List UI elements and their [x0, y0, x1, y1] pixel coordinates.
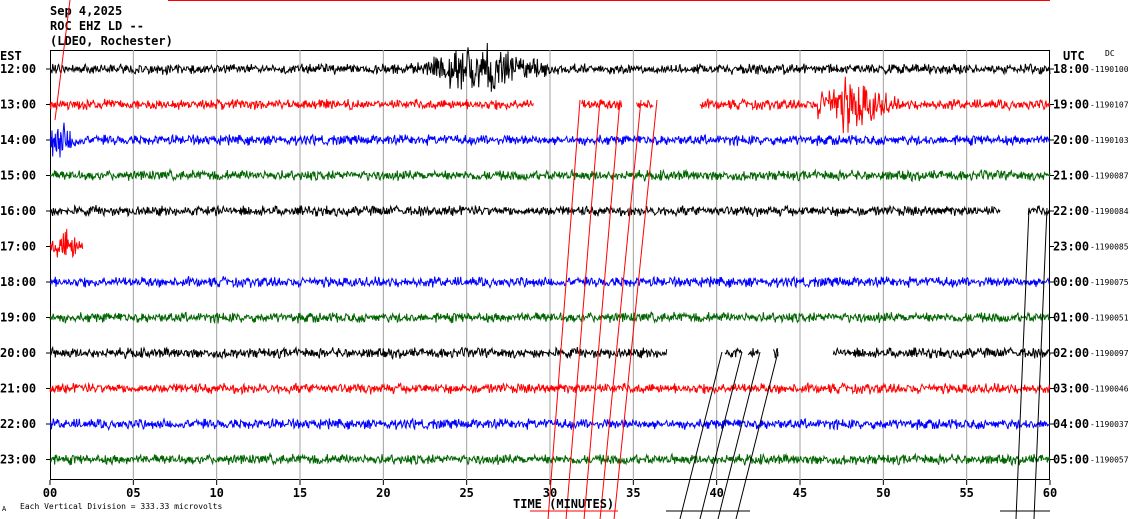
utc-hour-label: 21:00 — [1053, 169, 1089, 183]
seismic-trace-segment — [49, 311, 1051, 325]
est-hour-label: 13:00 — [0, 98, 36, 112]
utc-hour-label: 19:00 — [1053, 98, 1089, 112]
utc-hour-label: 05:00 — [1053, 453, 1089, 467]
utc-hour-label: 18:00 — [1053, 62, 1089, 76]
seismic-trace-segment — [49, 98, 534, 111]
gap-leader-line — [613, 99, 658, 519]
dc-offset-label: -1190046 — [1090, 385, 1129, 394]
x-tick-label-20: 20 — [376, 486, 390, 500]
dc-offset-label: -1190051 — [1090, 314, 1129, 323]
est-hour-label: 23:00 — [0, 453, 36, 467]
dc-offset-label: -1190057 — [1090, 456, 1129, 465]
dc-offset-label: -1190087 — [1090, 172, 1129, 181]
seismic-trace-segment — [699, 76, 1051, 134]
x-tick-label-50: 50 — [876, 486, 890, 500]
utc-axis-label: UTC — [1063, 49, 1085, 63]
gap-leader-line — [699, 351, 743, 519]
x-tick-label-25: 25 — [459, 486, 473, 500]
helicorder-network: (LDEO, Rochester) — [50, 34, 173, 48]
dc-offset-label: -1190085 — [1090, 243, 1129, 252]
gap-leader-line — [1015, 207, 1030, 519]
gap-leader-line — [735, 351, 779, 519]
x-tick-label-60: 60 — [1043, 486, 1057, 500]
x-axis-ticks: 00051015202530354045505560 — [43, 480, 1057, 500]
seismic-trace-segment — [49, 204, 1001, 218]
est-hour-label: 21:00 — [0, 382, 36, 396]
seismic-trace-segment — [1027, 205, 1051, 217]
gap-leader-lines — [54, 0, 1050, 519]
x-tick-label-40: 40 — [709, 486, 723, 500]
dc-label: DC — [1105, 49, 1115, 58]
gap-leader-line — [1033, 207, 1048, 519]
utc-hour-label: 23:00 — [1053, 240, 1089, 254]
utc-hour-label: 04:00 — [1053, 417, 1089, 431]
seismic-trace-segment — [772, 348, 779, 359]
seismic-trace-segment — [50, 345, 668, 361]
utc-hour-label: 03:00 — [1053, 382, 1089, 396]
dc-offset-label: -1190084 — [1090, 207, 1129, 216]
seismic-trace-segment — [832, 346, 1051, 360]
est-hour-label: 17:00 — [0, 240, 36, 254]
gap-leader-line — [679, 351, 723, 519]
x-tick-label-45: 45 — [793, 486, 807, 500]
est-axis-label: EST — [0, 49, 22, 63]
utc-hour-label: 20:00 — [1053, 133, 1089, 147]
dc-offset-label: -1190097 — [1090, 349, 1129, 358]
seismic-trace-segment — [724, 347, 743, 359]
seismic-trace-segment — [49, 451, 1051, 467]
utc-hour-label: 22:00 — [1053, 204, 1089, 218]
dc-offset-label: -1190037 — [1090, 420, 1129, 429]
seismic-trace-segment — [581, 99, 623, 110]
est-hour-label: 19:00 — [0, 311, 36, 325]
utc-hour-label: 01:00 — [1053, 311, 1089, 325]
gap-leader-line — [717, 351, 761, 519]
x-tick-label-00: 00 — [43, 486, 57, 500]
gap-leader-line — [599, 99, 642, 519]
x-tick-label-15: 15 — [293, 486, 307, 500]
helicorder-station: ROC EHZ LD -- — [50, 19, 144, 33]
top-red-leader — [54, 0, 71, 121]
est-hour-label: 14:00 — [0, 133, 36, 147]
seismic-trace-segment — [636, 99, 654, 109]
x-tick-label-10: 10 — [209, 486, 223, 500]
utc-hour-label: 02:00 — [1053, 346, 1089, 360]
seismic-trace-segment — [49, 228, 84, 259]
seismic-trace-segment — [49, 275, 1050, 290]
gap-leader-line — [565, 99, 601, 519]
dc-offset-label: -1190075 — [1090, 278, 1129, 287]
est-hour-label: 15:00 — [0, 169, 36, 183]
gap-leader-line — [547, 99, 581, 519]
seismic-trace-segment — [747, 348, 759, 358]
est-hour-label: 20:00 — [0, 346, 36, 360]
seismic-trace-segment — [49, 381, 1051, 396]
seismic-trace-segment — [49, 417, 1051, 432]
gap-leader-line — [583, 99, 621, 519]
est-hour-label: 12:00 — [0, 62, 36, 76]
dc-offset-label: -1190100 — [1090, 65, 1129, 74]
seismic-traces — [49, 42, 1051, 467]
scale-note: Each Vertical Division = 333.33 microvol… — [20, 502, 222, 511]
seismic-trace-segment — [49, 122, 1051, 158]
est-hour-label: 16:00 — [0, 204, 36, 218]
est-hour-label: 18:00 — [0, 275, 36, 289]
dc-offset-label: -1190107 — [1090, 101, 1129, 110]
minute-gridlines — [132, 50, 968, 480]
corner-glyph: A — [2, 505, 7, 513]
est-hour-label: 22:00 — [0, 417, 36, 431]
x-tick-label-55: 55 — [959, 486, 973, 500]
x-axis-title: TIME (MINUTES) — [513, 497, 614, 511]
seismic-trace-segment — [49, 167, 1051, 183]
x-tick-label-05: 05 — [126, 486, 140, 500]
dc-offset-label: -1190103 — [1090, 136, 1129, 145]
utc-hour-label: 00:00 — [1053, 275, 1089, 289]
x-tick-label-35: 35 — [626, 486, 640, 500]
seismic-trace-segment — [49, 42, 1051, 92]
